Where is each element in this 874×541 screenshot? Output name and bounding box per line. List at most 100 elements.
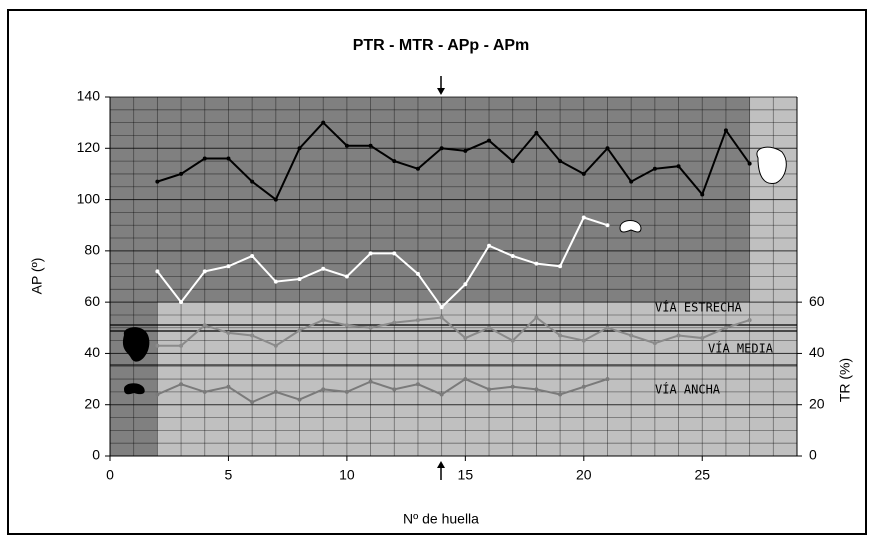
y2-axis-label: TR (%) [837,358,853,402]
series-line [156,377,608,404]
point [581,171,586,176]
point [487,243,492,248]
point [558,392,563,397]
point [250,333,255,338]
point [415,271,420,276]
point [344,389,349,394]
y2-tick-label: 40 [809,344,825,360]
point [179,382,184,387]
x-tick-label: 5 [225,467,233,483]
point [273,279,278,284]
point [676,164,681,169]
point [297,328,302,333]
point [487,387,492,392]
point [226,330,231,335]
x-axis-label: Nº de huella [403,511,479,527]
point [605,325,610,330]
point [179,300,184,305]
y2-tick-label: 20 [809,395,825,411]
point [629,333,634,338]
point [202,323,207,328]
point [605,223,610,228]
point [273,197,278,202]
point [415,166,420,171]
point [344,274,349,279]
point [392,159,397,164]
y2-tick-label: 60 [809,293,825,309]
point [534,261,539,266]
point [605,146,610,151]
footprint-icons [122,146,787,395]
point [439,315,444,320]
point [297,277,302,282]
point [700,192,705,197]
chart-title: PTR - MTR - APp - APm [353,37,530,54]
x-tick-label: 20 [576,467,592,483]
point [226,384,231,389]
point [297,146,302,151]
point [368,325,373,330]
y-tick-label: 0 [92,447,100,463]
point [558,159,563,164]
point [463,336,468,341]
point [605,377,610,382]
point [534,315,539,320]
point [344,143,349,148]
point [510,253,515,258]
point [155,392,160,397]
point [510,159,515,164]
point [202,389,207,394]
point [558,264,563,269]
y-tick-label: 80 [84,242,100,258]
arrow [437,76,445,480]
point [273,343,278,348]
point [723,325,728,330]
point [558,333,563,338]
point [415,318,420,323]
point [297,397,302,402]
point [321,120,326,125]
series-line [156,216,608,309]
point [676,333,681,338]
annotation: VÍA ANCHA [655,382,721,397]
point [463,148,468,153]
x-tick-label: 25 [694,467,710,483]
y-tick-label: 40 [84,344,100,360]
y-tick-label: 140 [77,88,101,104]
point [534,130,539,135]
y-tick-label: 60 [84,293,100,309]
point [155,179,160,184]
axes: 0 20 40 60 80 100 120 140 0 20 40 60 0 5 10 15 20 25 [77,88,825,483]
point [155,269,160,274]
x-tick-label: 15 [458,467,474,483]
point [179,343,184,348]
annotation: VÍA ESTRECHA [655,300,742,315]
point [510,338,515,343]
point [368,379,373,384]
point [250,179,255,184]
point [581,215,586,220]
point [581,384,586,389]
point [368,251,373,256]
point [368,143,373,148]
y2-tick-label: 0 [809,447,817,463]
point [250,400,255,405]
point [439,305,444,310]
point [723,128,728,133]
point [652,166,657,171]
point [273,389,278,394]
series-line [157,316,750,347]
x-tick-label: 0 [106,467,114,483]
point [463,282,468,287]
point [629,179,634,184]
point [321,318,326,323]
point [534,387,539,392]
point [179,171,184,176]
series-line [157,121,751,202]
point [652,341,657,346]
point [155,343,160,348]
point [392,251,397,256]
point [202,269,207,274]
point [463,377,468,382]
